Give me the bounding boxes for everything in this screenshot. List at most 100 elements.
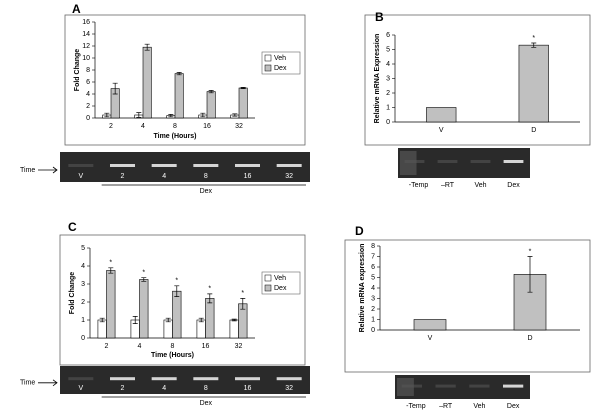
x-tick-label: 2 — [105, 343, 109, 350]
gel-band — [68, 377, 94, 381]
error-bar — [208, 90, 214, 94]
x-tick-label: D — [527, 335, 532, 342]
legend-box — [261, 51, 301, 75]
y-tick-label: 4 — [81, 263, 85, 270]
bar — [106, 270, 116, 339]
gel-band — [193, 164, 219, 167]
gel-image — [60, 152, 310, 182]
error-bar — [165, 317, 171, 323]
significance-mark: * — [175, 278, 178, 285]
x-tick-label: 16 — [202, 343, 210, 350]
bar — [163, 319, 173, 339]
error-bar — [104, 112, 110, 118]
x-tick-label: 32 — [235, 343, 243, 350]
lane-label: 2 — [121, 173, 125, 180]
bar — [196, 319, 206, 339]
gel-smear — [400, 151, 417, 175]
y-tick-label: 6 — [386, 32, 390, 39]
gel-band — [503, 384, 524, 388]
y-tick-label: 8 — [86, 67, 90, 74]
lane-label: –RT — [441, 182, 455, 189]
chart-frame — [364, 14, 591, 146]
gel-band — [68, 164, 94, 167]
gel-marker-arrow — [38, 379, 58, 387]
y-tick-label: 16 — [82, 19, 90, 26]
bar — [172, 290, 182, 339]
x-tick-label: D — [531, 127, 536, 134]
gel-image — [60, 366, 310, 394]
lane-label: 32 — [285, 173, 293, 180]
group-label: Dex — [200, 400, 213, 407]
y-tick-label: 5 — [371, 274, 375, 281]
bar — [413, 319, 447, 331]
y-tick-label: 2 — [371, 306, 375, 313]
error-bar — [132, 316, 138, 324]
x-tick-label: 32 — [235, 123, 243, 130]
bar — [174, 73, 184, 119]
error-bar — [144, 43, 150, 51]
chart-frame — [59, 234, 306, 366]
error-bar — [240, 298, 246, 310]
panel-letter: B — [375, 10, 384, 24]
bar — [142, 46, 152, 119]
y-tick-label: 7 — [371, 253, 375, 260]
lane-label: 16 — [244, 385, 252, 392]
bar — [97, 319, 107, 339]
y-tick-label: 2 — [386, 90, 390, 97]
y-tick-label: 0 — [81, 335, 85, 342]
y-axis-label: Fold Change — [74, 49, 81, 91]
error-bar — [231, 318, 237, 322]
error-bar — [200, 112, 206, 118]
lane-label: V — [78, 173, 83, 180]
panel-letter: C — [68, 220, 77, 234]
y-tick-label: 1 — [81, 317, 85, 324]
x-tick-label: 4 — [138, 343, 142, 350]
gel-band — [110, 377, 135, 381]
x-tick-label: V — [428, 335, 433, 342]
gel-marker-label: Time — [20, 380, 35, 387]
y-tick-label: 2 — [86, 103, 90, 110]
legend-label: Veh — [274, 275, 286, 282]
y-tick-label: 12 — [82, 43, 90, 50]
gel-band — [437, 160, 458, 163]
lane-label: Veh — [473, 403, 485, 410]
y-tick-label: 1 — [386, 104, 390, 111]
bar — [518, 44, 549, 123]
significance-mark: * — [532, 35, 535, 42]
lane-label: Dex — [507, 403, 520, 410]
bar — [139, 279, 149, 339]
error-bar — [531, 42, 537, 48]
lane-label: -Temp — [406, 403, 426, 410]
y-tick-label: 0 — [86, 115, 90, 122]
lane-label: 8 — [204, 173, 208, 180]
gel-marker-label: Time — [20, 167, 35, 174]
y-axis-label: Relative mRNA Expression — [374, 34, 381, 124]
y-axis-label: Relative mRNA expression — [359, 244, 366, 333]
gel-band — [469, 384, 490, 388]
y-tick-label: 8 — [371, 243, 375, 250]
lane-label: Dex — [507, 182, 520, 189]
x-axis-label: Time (Hours) — [153, 133, 196, 140]
significance-mark: * — [529, 248, 532, 255]
gel-band — [110, 164, 135, 167]
legend-label: Dex — [274, 285, 287, 292]
x-tick-label: 8 — [171, 343, 175, 350]
legend-swatch — [264, 54, 272, 62]
lane-label: 32 — [285, 385, 293, 392]
error-bar — [99, 317, 105, 323]
y-tick-label: 6 — [371, 264, 375, 271]
legend-swatch — [264, 284, 272, 292]
legend-box — [261, 271, 301, 295]
error-bar — [112, 82, 118, 95]
lane-label: -Temp — [409, 182, 429, 189]
bar — [229, 319, 239, 339]
error-bar — [240, 87, 246, 89]
y-tick-label: 3 — [386, 75, 390, 82]
y-tick-label: 14 — [82, 31, 90, 38]
error-bar — [207, 293, 213, 304]
error-bar — [141, 277, 147, 282]
gel-marker-arrow — [38, 166, 58, 174]
bar — [238, 87, 248, 119]
lane-label: 16 — [244, 173, 252, 180]
y-tick-label: 4 — [386, 61, 390, 68]
